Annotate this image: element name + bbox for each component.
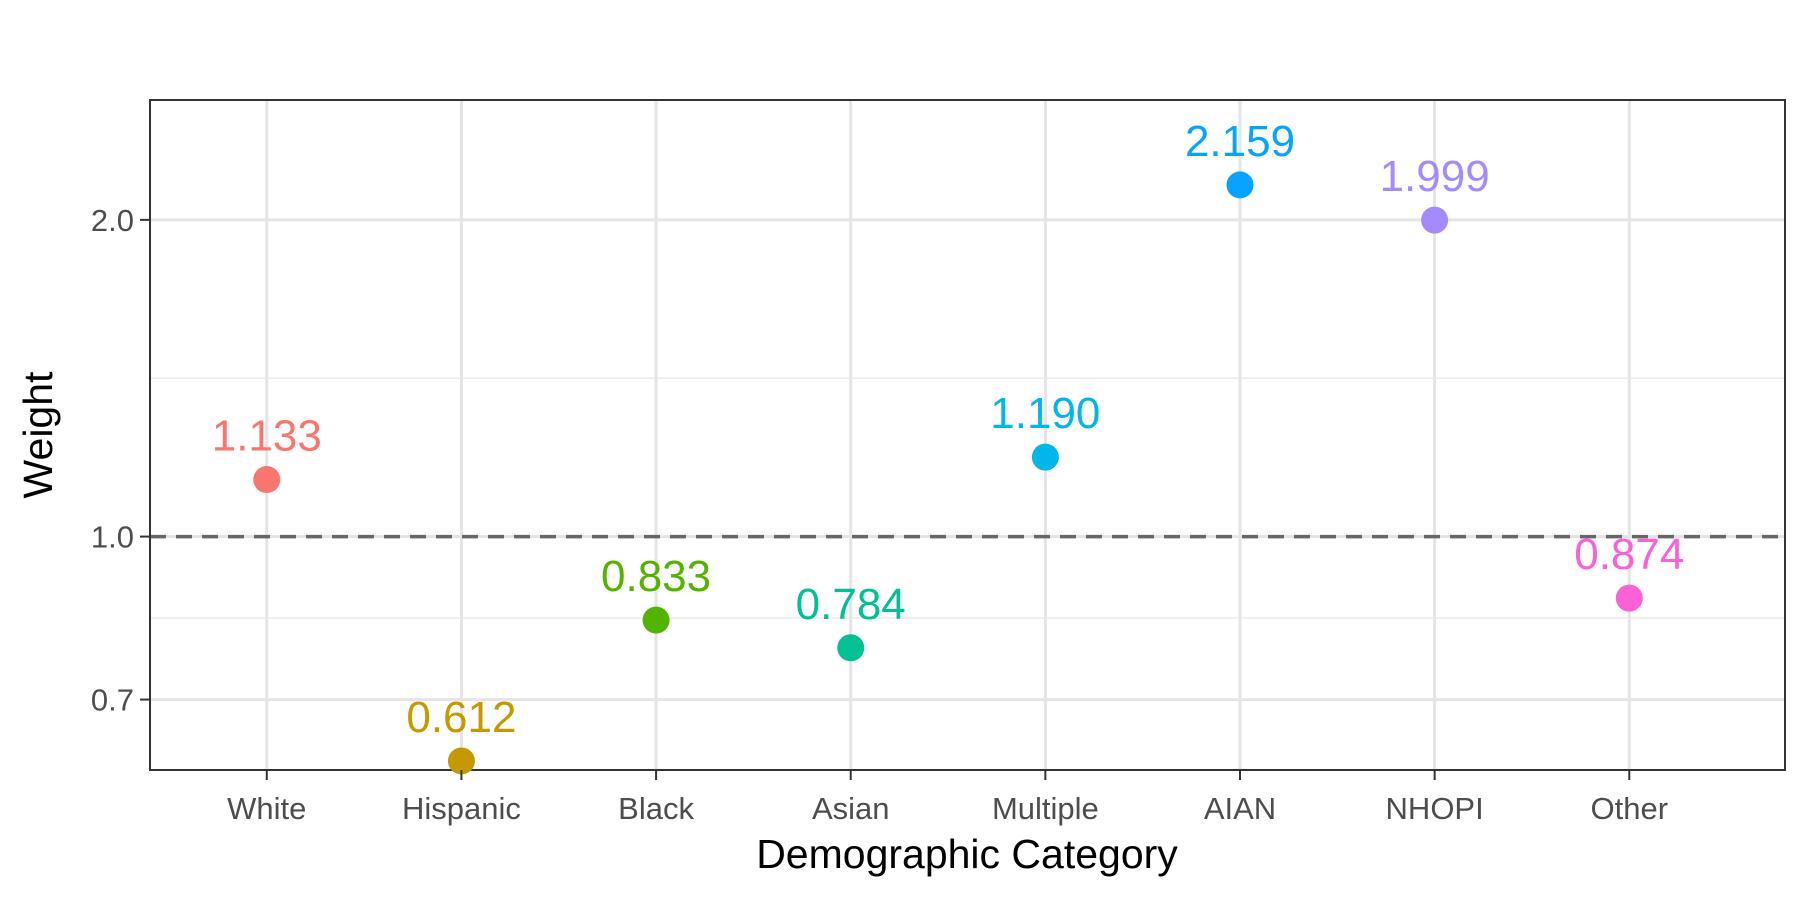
x-axis-title: Demographic Category	[756, 831, 1178, 877]
data-label: 0.874	[1574, 530, 1684, 579]
data-labels-layer: 1.133 0.612 0.833 0.784 1.190 2.159 1.999 0.874	[212, 117, 1685, 742]
data-point	[642, 606, 670, 634]
y-tick-label: 1.0	[91, 520, 134, 555]
x-tick-label: Asian	[812, 791, 890, 826]
x-tick-label: Multiple	[992, 791, 1099, 826]
x-tick-label: Other	[1591, 791, 1669, 826]
y-tick-label: 2.0	[91, 203, 134, 238]
x-tick-label: AIAN	[1204, 791, 1276, 826]
data-label: 0.784	[796, 580, 906, 629]
x-tick-label: Hispanic	[402, 791, 521, 826]
data-label: 1.999	[1380, 152, 1490, 201]
plot-panel-border	[149, 99, 1786, 771]
data-point	[253, 466, 281, 494]
x-axis: White Hispanic Black Asian Multiple AIAN NHOPI…	[227, 770, 1668, 826]
data-label: 1.190	[990, 389, 1100, 438]
data-point	[837, 634, 865, 662]
y-axis: 0.7 1.0 2.0	[91, 203, 150, 718]
data-label: 1.133	[212, 412, 322, 461]
data-point	[1226, 171, 1254, 199]
data-label: 0.612	[406, 693, 516, 742]
data-point	[1615, 584, 1643, 612]
points-layer	[253, 171, 1643, 775]
x-tick-label: White	[227, 791, 306, 826]
x-tick-label: Black	[618, 791, 694, 826]
grid-layer	[150, 100, 1785, 770]
data-point	[1421, 206, 1449, 234]
data-label: 0.833	[601, 552, 711, 601]
y-axis-title: Weight	[15, 371, 61, 498]
data-point	[1031, 443, 1059, 471]
y-tick-label: 0.7	[91, 683, 134, 718]
data-point	[447, 747, 475, 775]
data-label: 2.159	[1185, 117, 1295, 166]
x-tick-label: NHOPI	[1386, 791, 1484, 826]
